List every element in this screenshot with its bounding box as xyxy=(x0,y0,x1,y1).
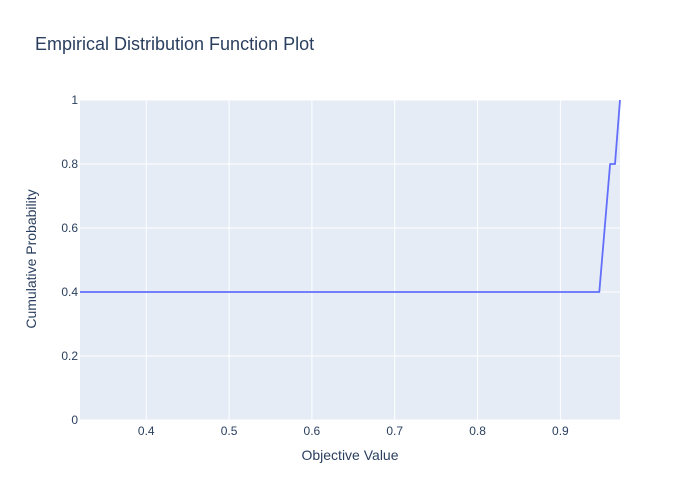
x-gridlines xyxy=(145,100,561,420)
y-tick-label: 0.4 xyxy=(61,285,78,299)
x-tick-label: 0.9 xyxy=(552,424,569,438)
y-tick-labels: 0 0.2 0.4 0.6 0.8 1 xyxy=(61,93,78,427)
x-axis-title: Objective Value xyxy=(301,447,398,463)
series-group xyxy=(80,99,621,293)
ecdf-line xyxy=(80,99,621,293)
x-tick-label: 0.5 xyxy=(221,424,238,438)
plot-area xyxy=(80,100,620,420)
x-tick-label: 0.6 xyxy=(304,424,321,438)
x-tick-label: 0.7 xyxy=(386,424,403,438)
y-tick-label: 0 xyxy=(71,413,78,427)
y-tick-label: 0.6 xyxy=(61,221,78,235)
x-tick-label: 0.8 xyxy=(469,424,486,438)
chart-title: Empirical Distribution Function Plot xyxy=(35,34,314,54)
y-axis-title: Cumulative Probability xyxy=(23,189,39,328)
x-tick-labels: 0.4 0.5 0.6 0.7 0.8 0.9 xyxy=(138,424,569,438)
y-tick-label: 0.8 xyxy=(61,157,78,171)
y-tick-label: 1 xyxy=(71,93,78,107)
y-tick-label: 0.2 xyxy=(61,349,78,363)
x-tick-label: 0.4 xyxy=(138,424,155,438)
